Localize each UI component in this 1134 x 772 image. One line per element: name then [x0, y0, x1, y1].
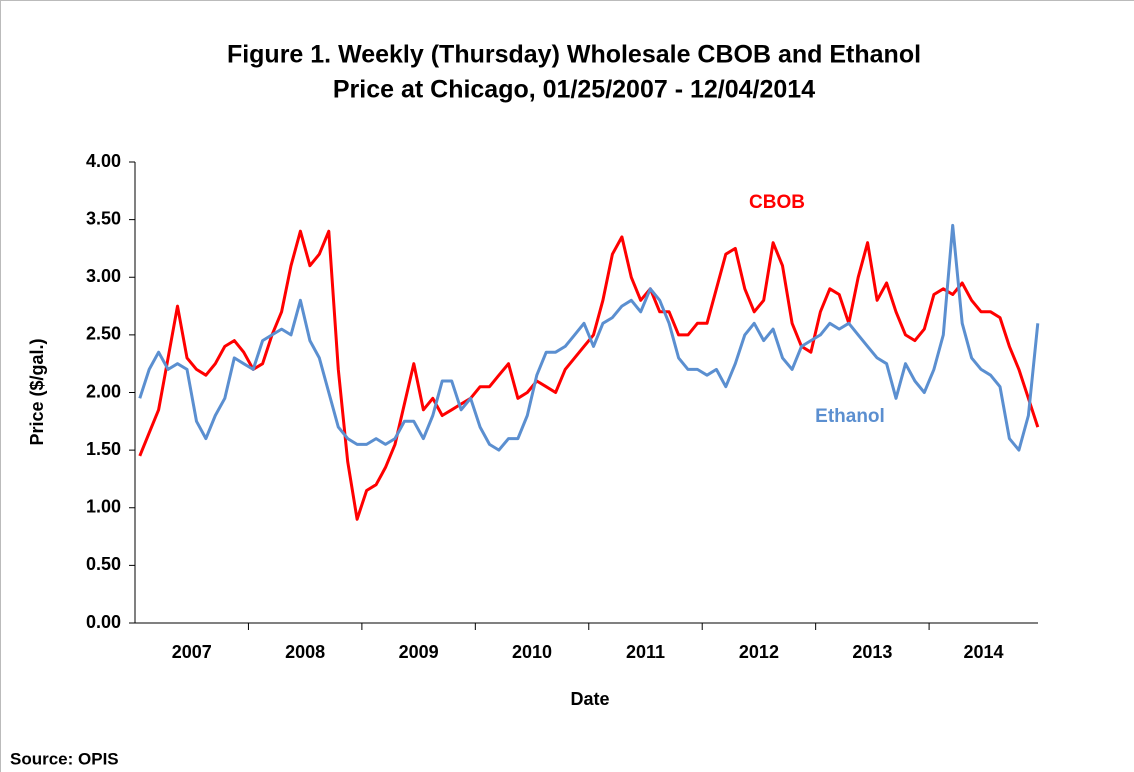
x-axis-label: Date: [570, 689, 609, 709]
series-line: [138, 229, 1040, 521]
x-tick-label: 2008: [285, 642, 325, 662]
y-tick-label: 0.50: [86, 554, 121, 574]
chart-title: Figure 1. Weekly (Thursday) Wholesale CB…: [227, 41, 921, 69]
series-label: Ethanol: [815, 406, 885, 427]
y-tick-label: 3.00: [86, 266, 121, 286]
series-line: [138, 223, 1040, 452]
x-tick-label: 2014: [964, 642, 1004, 662]
y-tick-label: 4.00: [86, 151, 121, 171]
series-label: CBOB: [749, 192, 805, 213]
y-tick-label: 2.50: [86, 324, 121, 344]
y-tick-label: 0.00: [86, 612, 121, 632]
chart-title: Price at Chicago, 01/25/2007 - 12/04/201…: [333, 76, 815, 104]
x-tick-label: 2011: [626, 642, 665, 662]
x-tick-label: 2012: [739, 642, 779, 662]
y-tick-label: 2.00: [86, 381, 121, 401]
x-tick-label: 2010: [512, 642, 552, 662]
y-tick-label: 1.50: [86, 439, 121, 459]
x-tick-label: 2013: [852, 642, 892, 662]
x-tick-label: 2009: [399, 642, 439, 662]
x-tick-label: 2007: [172, 642, 212, 662]
source: Source: OPIS: [10, 749, 119, 768]
y-tick-label: 1.00: [86, 497, 121, 517]
y-tick-label: 3.50: [86, 208, 121, 228]
y-axis-label: Price ($/gal.): [27, 338, 47, 445]
